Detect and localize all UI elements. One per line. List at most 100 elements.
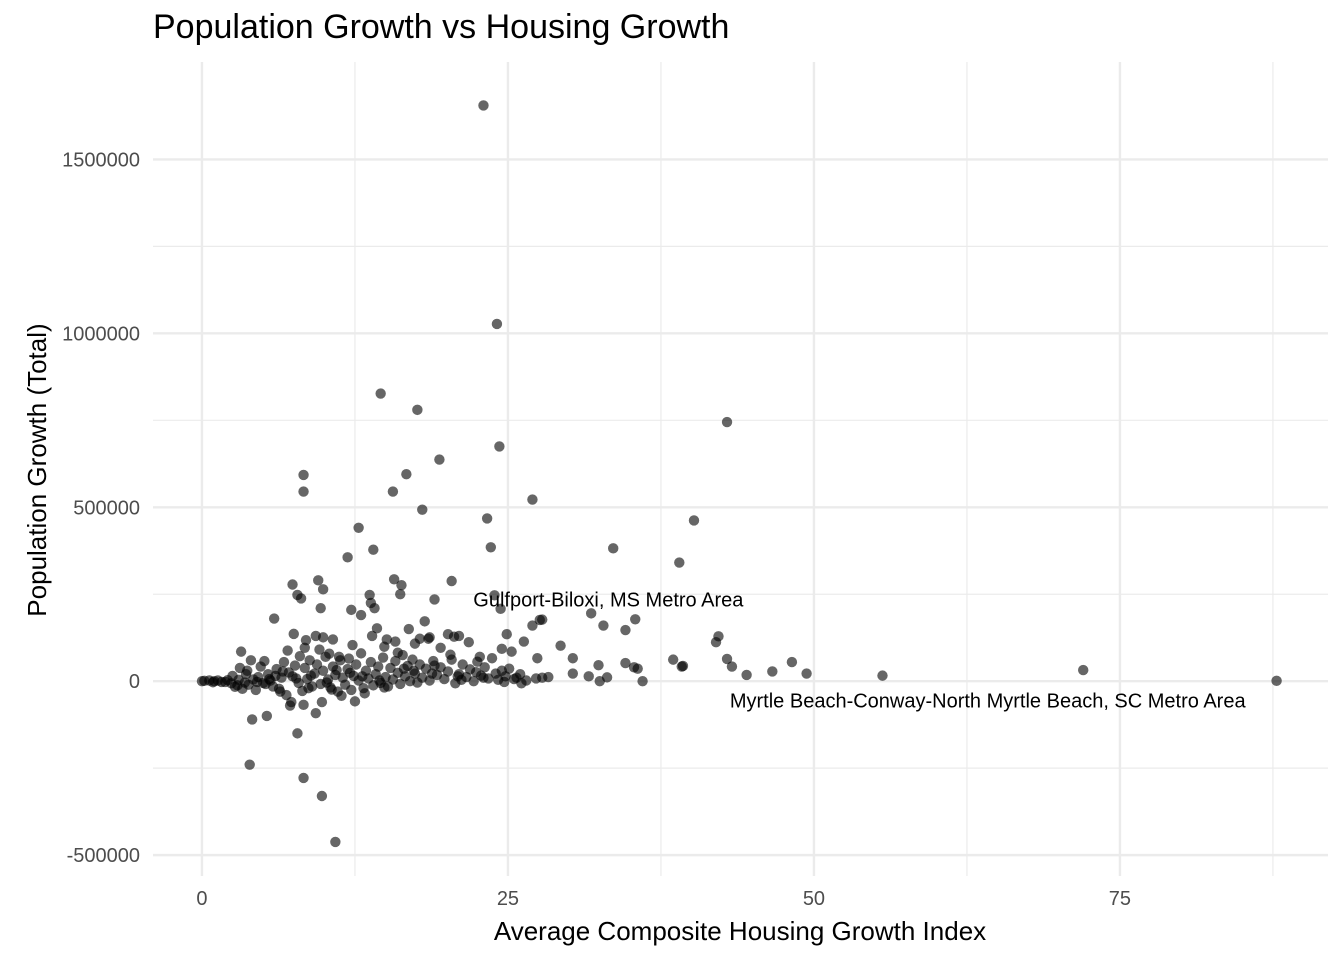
data-point (674, 557, 685, 568)
data-point (721, 653, 733, 665)
data-point (608, 543, 619, 554)
data-point (298, 772, 309, 784)
data-point (320, 651, 331, 663)
data-point (479, 662, 490, 673)
points-layer (196, 100, 1282, 848)
data-point (630, 614, 641, 625)
data-point (620, 624, 631, 636)
data-point (637, 675, 648, 687)
data-point (470, 666, 482, 678)
data-point (593, 659, 604, 671)
data-point (457, 659, 468, 670)
data-point (347, 639, 358, 651)
data-point (478, 672, 489, 683)
data-point (303, 682, 314, 694)
data-point (501, 629, 512, 640)
data-point (767, 666, 778, 677)
data-point (1271, 675, 1282, 687)
data-point (442, 666, 454, 677)
data-point (327, 634, 339, 645)
data-point (489, 590, 500, 601)
data-point (317, 632, 329, 643)
data-point (741, 669, 752, 681)
data-point (277, 666, 288, 677)
data-point (423, 633, 434, 644)
data-point (374, 675, 385, 686)
data-point (268, 613, 280, 624)
data-point (295, 593, 307, 604)
y-tick-label: 1000000 (62, 323, 140, 345)
data-point (426, 668, 438, 679)
data-point (494, 441, 505, 452)
data-point (310, 708, 321, 719)
data-point (300, 634, 312, 646)
data-point (409, 638, 421, 649)
data-point (496, 643, 508, 655)
data-point (726, 661, 738, 672)
data-point (317, 584, 329, 595)
x-tick-label: 0 (196, 888, 207, 910)
x-tick-label: 25 (497, 888, 519, 910)
data-point (377, 652, 389, 663)
data-point (291, 673, 302, 684)
data-point (1078, 664, 1089, 676)
x-tick-label: 50 (803, 888, 825, 910)
data-point (395, 678, 406, 690)
data-point (379, 641, 390, 652)
data-point (417, 504, 428, 515)
data-point (429, 594, 440, 605)
data-point (567, 668, 579, 679)
data-point (316, 790, 328, 802)
data-point (349, 696, 361, 707)
data-point (594, 675, 605, 687)
data-point (527, 494, 538, 505)
data-point (786, 656, 798, 668)
data-point (336, 690, 347, 702)
point-annotation: Myrtle Beach-Conway-North Myrtle Beach, … (730, 690, 1247, 712)
data-point (408, 665, 419, 676)
data-point (499, 676, 510, 688)
data-point (331, 664, 342, 676)
data-point (355, 648, 367, 659)
data-point (299, 642, 310, 654)
data-point (257, 677, 269, 689)
data-point (877, 670, 888, 681)
data-point (390, 636, 401, 647)
data-point (261, 710, 273, 722)
data-point (287, 579, 298, 590)
data-point (518, 636, 530, 647)
data-point (721, 416, 733, 428)
data-point (292, 728, 303, 739)
data-point (355, 609, 367, 621)
data-point (388, 574, 400, 585)
data-point (245, 655, 257, 666)
data-point (403, 623, 415, 635)
data-point (359, 688, 370, 699)
data-point (485, 542, 497, 553)
data-point (244, 759, 255, 770)
data-point (344, 667, 356, 679)
data-point (478, 100, 489, 111)
data-point (220, 676, 231, 688)
data-point (371, 623, 383, 634)
grid-layer (153, 62, 1328, 876)
data-point (398, 663, 410, 674)
data-point (298, 486, 309, 497)
data-point (527, 620, 538, 631)
data-point (395, 589, 406, 600)
data-point (343, 653, 355, 664)
annotation-layer: Gulfport-Biloxi, MS Metro Area Myrtle Bea… (473, 589, 1246, 712)
data-point (278, 656, 290, 668)
data-point (491, 318, 503, 330)
data-point (275, 686, 286, 697)
data-point (632, 663, 643, 674)
data-point (598, 620, 609, 631)
y-tick-label: 1500000 (62, 149, 140, 171)
data-point (506, 646, 517, 657)
data-point (315, 602, 326, 614)
data-point (390, 655, 401, 667)
data-point (305, 670, 317, 681)
data-point (353, 522, 364, 533)
data-point (396, 579, 407, 591)
data-point (314, 644, 325, 655)
